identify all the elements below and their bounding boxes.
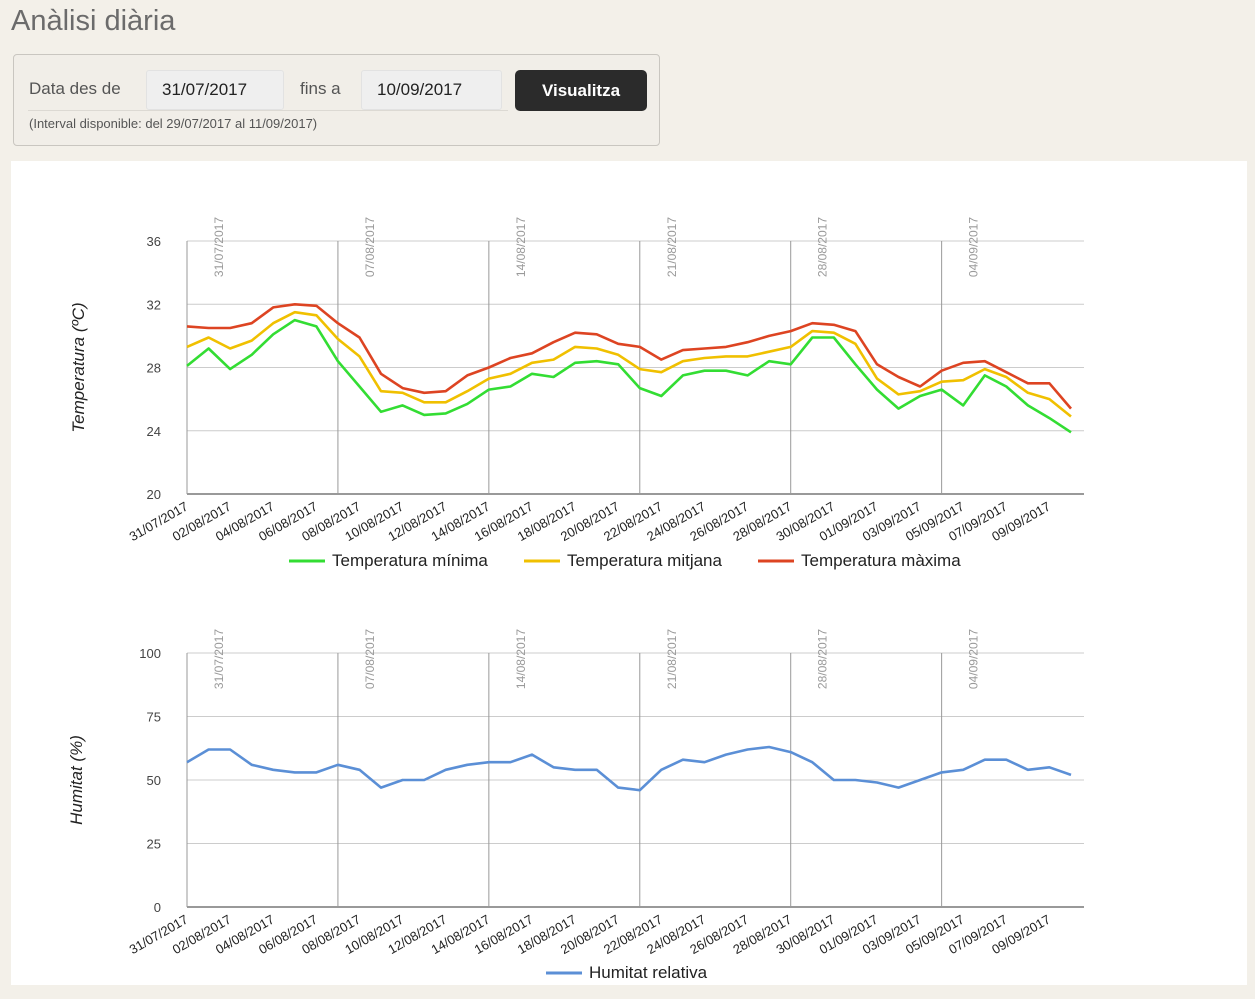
- week-marker-label: 04/09/2017: [967, 217, 981, 277]
- week-marker-label: 14/08/2017: [514, 217, 528, 277]
- y-tick-label: 32: [147, 297, 161, 312]
- y-tick-label: 36: [147, 234, 161, 249]
- y-tick-label: 24: [147, 424, 161, 439]
- to-date-label: fins a: [300, 79, 341, 98]
- week-marker-label: 21/08/2017: [665, 629, 679, 689]
- y-axis-label: Humitat (%): [67, 735, 86, 825]
- humidity-chart: 0 25 50 75 100 31/07/2017 07/08/2017 14/08/2017…: [67, 629, 1084, 982]
- y-tick-label: 100: [139, 646, 161, 661]
- from-date-input[interactable]: [146, 70, 284, 110]
- week-marker-label: 28/08/2017: [816, 217, 830, 277]
- week-marker-label: 07/08/2017: [363, 217, 377, 277]
- y-tick-label: 75: [147, 710, 161, 725]
- y-tick-label: 0: [154, 900, 161, 915]
- series-line-max: [186, 303, 1072, 410]
- week-marker-label: 28/08/2017: [816, 629, 830, 689]
- date-filter-panel: Data des de fins a Visualitza (Interval …: [13, 54, 660, 146]
- week-marker-label: 31/07/2017: [212, 629, 226, 689]
- filter-divider: [28, 110, 508, 111]
- y-tick-label: 28: [147, 361, 161, 376]
- series-line-humidity: [186, 745, 1072, 792]
- legend-label: Humitat relativa: [589, 963, 708, 982]
- legend-label: Temperatura mitjana: [567, 551, 723, 570]
- y-tick-label: 50: [147, 773, 161, 788]
- from-date-label: Data des de: [29, 79, 121, 98]
- week-marker-label: 04/09/2017: [967, 629, 981, 689]
- y-tick-label: 20: [147, 487, 161, 502]
- week-marker-label: 07/08/2017: [363, 629, 377, 689]
- series-line-min: [186, 318, 1072, 434]
- legend-label: Temperatura màxima: [801, 551, 961, 570]
- week-marker-label: 21/08/2017: [665, 217, 679, 277]
- legend-label: Temperatura mínima: [332, 551, 488, 570]
- charts-panel: 20 24 28 32 36 31/07/2017 07/08/2017 14/08/2017…: [11, 161, 1247, 985]
- series-line-mean: [186, 310, 1072, 418]
- week-marker-label: 31/07/2017: [212, 217, 226, 277]
- temperature-chart: 20 24 28 32 36 31/07/2017 07/08/2017 14/08/2017…: [69, 217, 1084, 570]
- y-axis-label: Temperatura (ºC): [69, 302, 88, 432]
- to-date-input[interactable]: [361, 70, 502, 110]
- y-tick-label: 25: [147, 837, 161, 852]
- page-title: Anàlisi diària: [11, 5, 176, 37]
- week-marker-label: 14/08/2017: [514, 629, 528, 689]
- visualize-button[interactable]: Visualitza: [515, 70, 647, 111]
- available-interval-note: (Interval disponible: del 29/07/2017 al …: [29, 116, 318, 131]
